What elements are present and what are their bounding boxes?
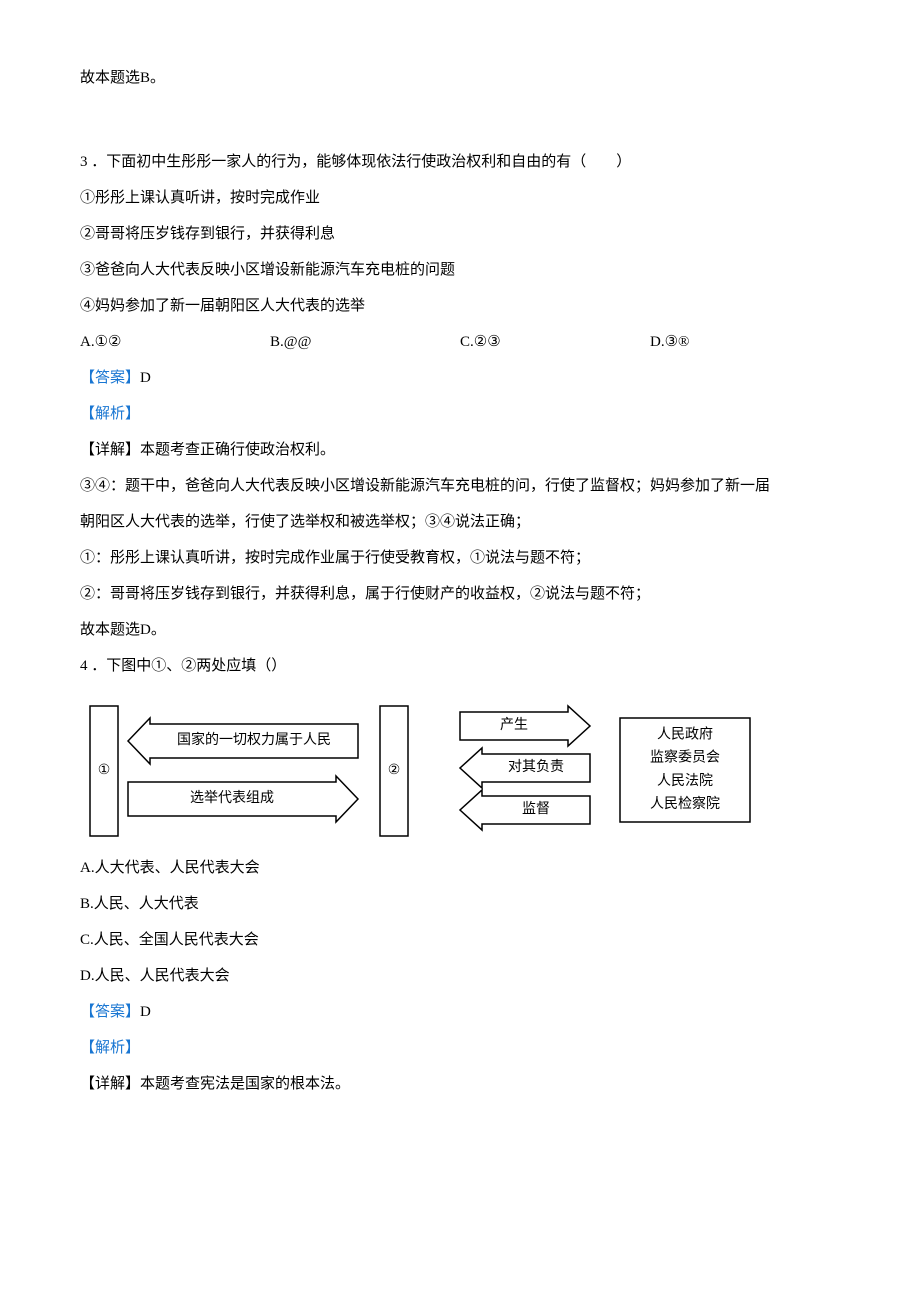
q4-detail-1: 【详解】本题考查宪法是国家的根本法。 xyxy=(80,1066,840,1102)
svg-text:国家的一切权力属于人民: 国家的一切权力属于人民 xyxy=(177,731,331,748)
q3-detail-1: 【详解】本题考查正确行使政治权利。 xyxy=(80,432,840,468)
svg-text:人民检察院: 人民检察院 xyxy=(650,795,720,812)
svg-text:产生: 产生 xyxy=(500,717,528,733)
svg-text:①: ① xyxy=(98,763,111,778)
svg-text:监督: 监督 xyxy=(522,801,550,817)
q3-analysis-label: 【解析】 xyxy=(80,396,840,432)
q3-detail-4: ①：彤彤上课认真听讲，按时完成作业属于行使受教育权，①说法与题不符； xyxy=(80,540,840,576)
q4-diagram: ① 国家的一切权力属于人民选举代表组成 ② 产生对其负责监督 人民政府监察委员会人民法院… xyxy=(80,696,840,846)
answer-label: 【答案】 xyxy=(80,1004,140,1020)
answer-label: 【答案】 xyxy=(80,370,140,386)
q3-detail-5: ②：哥哥将压岁钱存到银行，并获得利息，属于行使财产的收益权，②说法与题不符； xyxy=(80,576,840,612)
q4-answer: 【答案】D xyxy=(80,994,840,1030)
q4-answer-value: D xyxy=(140,1004,151,1020)
q4-option-a: A.人大代表、人民代表大会 xyxy=(80,850,840,886)
svg-text:监察委员会: 监察委员会 xyxy=(650,749,720,766)
q3-options-row: A.①② B.@@ C.②③ D.③® xyxy=(80,324,840,360)
svg-text:②: ② xyxy=(388,763,401,778)
q3-item-1: ①彤彤上课认真听讲，按时完成作业 xyxy=(80,180,840,216)
q3-option-b: B.@@ xyxy=(270,324,460,360)
q4-option-d: D.人民、人民代表大会 xyxy=(80,958,840,994)
q3-option-d: D.③® xyxy=(650,324,689,360)
q3-stem: 3 ．下面初中生彤彤一家人的行为，能够体现依法行使政治权利和自由的有（ ） xyxy=(80,144,840,180)
q3-answer-value: D xyxy=(140,370,151,386)
diagram-svg: ① 国家的一切权力属于人民选举代表组成 ② 产生对其负责监督 人民政府监察委员会人民法院… xyxy=(80,696,760,846)
q3-option-a: A.①② xyxy=(80,324,270,360)
intro-conclusion: 故本题选B。 xyxy=(80,60,840,96)
q4-analysis-label: 【解析】 xyxy=(80,1030,840,1066)
q4-option-b: B.人民、人大代表 xyxy=(80,886,840,922)
q3-answer: 【答案】D xyxy=(80,360,840,396)
q3-detail-3: 朝阳区人大代表的选举，行使了选举权和被选举权；③④说法正确； xyxy=(80,504,840,540)
q3-detail-6: 故本题选D。 xyxy=(80,612,840,648)
q3-detail-2: ③④：题干中，爸爸向人大代表反映小区增设新能源汽车充电桩的问，行使了监督权；妈妈… xyxy=(80,468,840,504)
svg-text:人民法院: 人民法院 xyxy=(657,773,713,789)
q3-item-3: ③爸爸向人大代表反映小区增设新能源汽车充电桩的问题 xyxy=(80,252,840,288)
q3-item-2: ②哥哥将压岁钱存到银行，并获得利息 xyxy=(80,216,840,252)
q4-stem: 4 ．下图中①、②两处应填（） xyxy=(80,648,840,684)
q3-option-c: C.②③ xyxy=(460,324,650,360)
q4-option-c: C.人民、全国人民代表大会 xyxy=(80,922,840,958)
q3-item-4: ④妈妈参加了新一届朝阳区人大代表的选举 xyxy=(80,288,840,324)
svg-text:人民政府: 人民政府 xyxy=(657,727,713,743)
svg-text:选举代表组成: 选举代表组成 xyxy=(190,790,274,806)
svg-text:对其负责: 对其负责 xyxy=(508,759,564,775)
